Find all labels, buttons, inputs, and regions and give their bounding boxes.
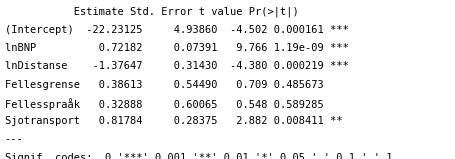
Text: Fellesspraåk   0.32888     0.60065   0.548 0.589285: Fellesspraåk 0.32888 0.60065 0.548 0.589… [5, 98, 324, 110]
Text: Signif. codes:  0 '***' 0.001 '**' 0.01 '*' 0.05 '.' 0.1 ' ' 1: Signif. codes: 0 '***' 0.001 '**' 0.01 '… [5, 153, 392, 159]
Text: Fellesgrense   0.38613     0.54490   0.709 0.485673: Fellesgrense 0.38613 0.54490 0.709 0.485… [5, 80, 324, 90]
Text: ---: --- [5, 134, 23, 144]
Text: lnDistanse    -1.37647     0.31430  -4.380 0.000219 ***: lnDistanse -1.37647 0.31430 -4.380 0.000… [5, 61, 348, 71]
Text: (Intercept)  -22.23125     4.93860  -4.502 0.000161 ***: (Intercept) -22.23125 4.93860 -4.502 0.0… [5, 25, 348, 35]
Text: Estimate Std. Error t value Pr(>|t|): Estimate Std. Error t value Pr(>|t|) [5, 6, 298, 17]
Text: Sjotransport   0.81784     0.28375   2.882 0.008411 **: Sjotransport 0.81784 0.28375 2.882 0.008… [5, 116, 342, 126]
Text: lnBNP          0.72182     0.07391   9.766 1.19e-09 ***: lnBNP 0.72182 0.07391 9.766 1.19e-09 *** [5, 43, 348, 53]
